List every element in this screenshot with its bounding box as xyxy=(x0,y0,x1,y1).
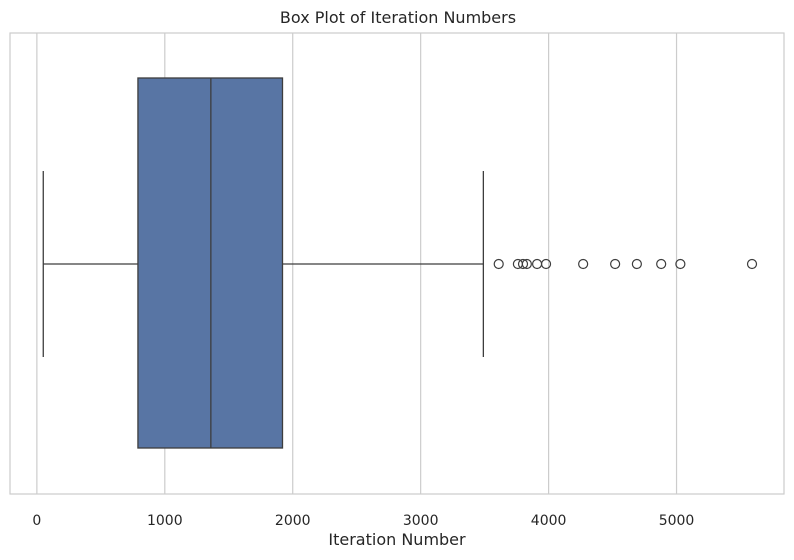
outlier-points xyxy=(493,258,758,270)
x-tick-label: 1000 xyxy=(147,513,183,529)
outlier-point xyxy=(675,258,686,270)
outlier-point xyxy=(531,258,543,270)
outlier-point xyxy=(512,258,523,270)
x-axis-label: Iteration Number xyxy=(328,530,466,549)
x-tick-label: 0 xyxy=(32,513,41,529)
plot-frame xyxy=(9,32,785,495)
outlier-point xyxy=(540,258,552,270)
x-tick-label: 5000 xyxy=(659,513,695,529)
x-tick-label: 3000 xyxy=(403,513,439,529)
outlier-point xyxy=(610,258,621,270)
outlier-point xyxy=(493,258,504,270)
outlier-point xyxy=(517,258,529,270)
chart-title: Box Plot of Iteration Numbers xyxy=(280,8,516,27)
outlier-point xyxy=(656,258,667,270)
outlier-point xyxy=(521,258,532,270)
outlier-point xyxy=(631,258,642,270)
outlier-point xyxy=(746,258,758,270)
box-plot xyxy=(42,77,485,449)
x-tick-label: 4000 xyxy=(531,513,567,529)
outlier-point xyxy=(578,258,589,270)
x-axis-ticks: 0 1000 2000 3000 4000 5000 xyxy=(32,513,694,529)
x-tick-label: 2000 xyxy=(275,513,311,529)
